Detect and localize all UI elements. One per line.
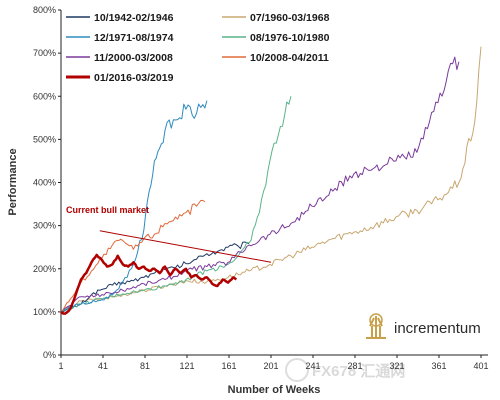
y-tick-label: 400% (33, 178, 56, 188)
annotation-arrow (99, 230, 272, 263)
y-tick-label: 800% (33, 5, 56, 15)
series-line (60, 100, 208, 313)
x-tick-label: 1 (58, 361, 63, 371)
logo-text: incrementum (394, 320, 481, 337)
x-tick-label: 361 (431, 361, 446, 371)
y-ticks: 0% 100% 200% 300% 400% 500% 600% 700% 800% (33, 5, 61, 360)
series-line (60, 96, 292, 313)
x-tick-label: 41 (98, 361, 108, 371)
series-line (60, 46, 482, 313)
watermark-text: FX678 汇通网 (312, 363, 405, 380)
y-tick-label: 200% (33, 264, 56, 274)
y-tick-label: 0% (43, 350, 56, 360)
y-tick-label: 500% (33, 134, 56, 144)
tree-icon (366, 313, 386, 339)
legend-label: 01/2016-03/2019 (94, 72, 174, 84)
x-tick-label: 281 (347, 361, 362, 371)
annotation-label: Current bull market (66, 205, 149, 215)
annotation: Current bull market (66, 205, 272, 263)
y-axis-title: Performance (7, 148, 19, 215)
legend-label: 08/1976-10/1980 (250, 32, 330, 44)
incrementum-logo: incrementum (362, 313, 481, 340)
x-tick-label: 321 (389, 361, 404, 371)
x-tick-label: 241 (305, 361, 320, 371)
x-tick-label: 121 (179, 361, 194, 371)
series-line (60, 56, 460, 313)
legend-label: 07/1960-03/1968 (250, 12, 330, 24)
x-tick-label: 161 (221, 361, 236, 371)
series-group (60, 46, 482, 315)
y-tick-label: 700% (33, 48, 56, 58)
watermark: FX678 汇通网 (285, 358, 405, 382)
legend-label: 10/2008-04/2011 (250, 52, 329, 64)
x-axis-title: Number of Weeks (228, 384, 321, 396)
legend-label: 12/1971-08/1974 (94, 32, 174, 44)
x-ticks: 1 41 81 121 161 201 241 281 321 361 401 (58, 355, 489, 371)
legend-label: 10/1942-02/1946 (94, 12, 174, 24)
x-tick-label: 201 (263, 361, 278, 371)
watermark-icon (285, 358, 309, 382)
y-tick-label: 600% (33, 91, 56, 101)
y-tick-label: 300% (33, 221, 56, 231)
legend: 10/1942-02/1946 07/1960-03/1968 12/1971-08… (66, 12, 330, 84)
legend-label: 11/2000-03/2008 (94, 52, 173, 64)
series-line (60, 199, 206, 313)
series-line (60, 253, 238, 315)
x-tick-label: 401 (473, 361, 488, 371)
x-tick-label: 81 (140, 361, 150, 371)
y-tick-label: 100% (33, 307, 56, 317)
